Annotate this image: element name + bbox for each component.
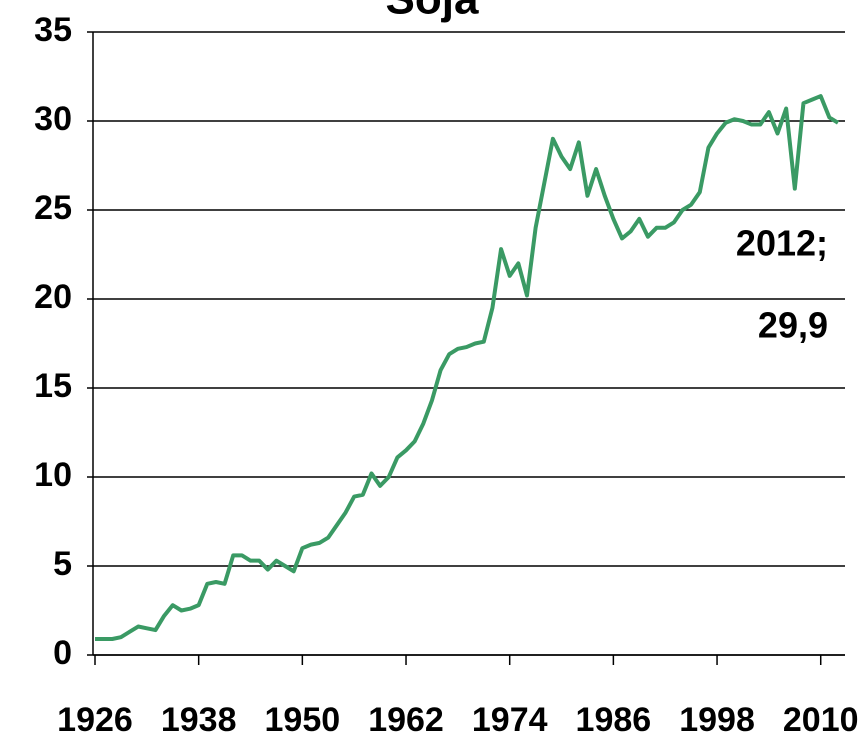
chart-title: Soja xyxy=(386,0,479,24)
y-tick-label: 30 xyxy=(34,100,72,138)
annotation: 2012; xyxy=(736,223,828,264)
data-line xyxy=(95,94,840,641)
y-tick-label: 20 xyxy=(34,278,72,316)
y-tick-label: 15 xyxy=(34,367,72,405)
x-tick-label: 2010 xyxy=(783,701,859,739)
x-tick-label: 1986 xyxy=(576,701,652,739)
y-tick-label: 5 xyxy=(53,545,72,583)
y-tick-label: 25 xyxy=(34,189,72,227)
x-tick-label: 1974 xyxy=(472,701,548,739)
y-tick-label: 10 xyxy=(34,456,72,494)
x-tick-label: 1962 xyxy=(368,701,444,739)
y-tick-label: 35 xyxy=(34,11,72,49)
x-tick-label: 1998 xyxy=(679,701,755,739)
x-tick-label: 1926 xyxy=(57,701,133,739)
annotation: 29,9 xyxy=(758,305,828,346)
x-tick-label: 1938 xyxy=(161,701,237,739)
x-tick-label: 1950 xyxy=(265,701,341,739)
y-tick-label: 0 xyxy=(53,634,72,672)
